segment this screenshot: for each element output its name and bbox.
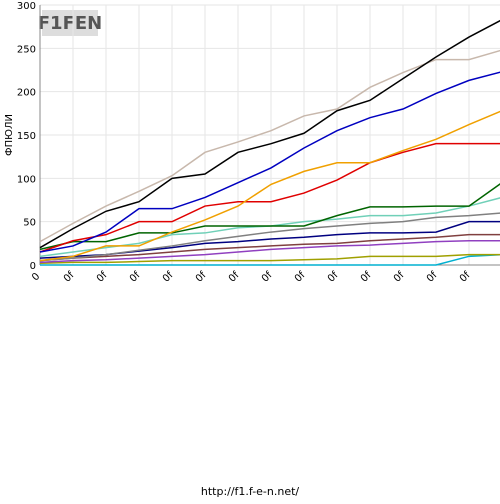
logo-box — [42, 10, 98, 36]
x-tick-label: 0f — [359, 270, 374, 285]
series-line — [39, 71, 500, 253]
x-tick-label: 0f — [95, 270, 110, 285]
series-line — [39, 212, 500, 262]
x-tick-label: 0f — [425, 270, 440, 285]
series-line — [39, 239, 500, 264]
y-tick-label: 300 — [17, 1, 36, 12]
footer: http://f1.f-e-n.net/ — [201, 485, 300, 498]
series-line — [39, 220, 500, 259]
x-tick-label: 0f — [194, 270, 209, 285]
x-tick-label: 0 — [30, 271, 42, 283]
series-line — [39, 183, 500, 251]
y-tick-label: 50 — [23, 218, 36, 229]
x-tick-label: 0f — [326, 270, 341, 285]
y-tick-label: 100 — [17, 174, 36, 185]
series-line — [39, 233, 500, 262]
series-line — [39, 253, 500, 265]
y-tick-label: 150 — [17, 131, 36, 142]
logo: F1FEN — [38, 10, 102, 36]
y-tick-label: 0 — [30, 261, 36, 272]
y-tick-label: 250 — [17, 44, 36, 55]
x-tick-label: 0f — [161, 270, 176, 285]
series-line — [39, 110, 500, 262]
logo-text: F1FEN — [38, 13, 102, 34]
y-axis-label: ФПЮЛИ — [4, 114, 15, 156]
series-line — [40, 253, 500, 266]
y-tick-label: 200 — [17, 88, 36, 99]
series-line — [39, 19, 500, 249]
x-tick-label: 0f — [128, 270, 143, 285]
x-tick-label: 0f — [260, 270, 275, 285]
x-tick-label: 0f — [458, 270, 473, 285]
x-tick-label: 0f — [227, 270, 242, 285]
x-tick-label: 0f — [62, 270, 77, 285]
x-tick-label: 0f — [293, 270, 308, 285]
x-tick-label: 0f — [392, 270, 407, 285]
series-line — [39, 142, 500, 253]
